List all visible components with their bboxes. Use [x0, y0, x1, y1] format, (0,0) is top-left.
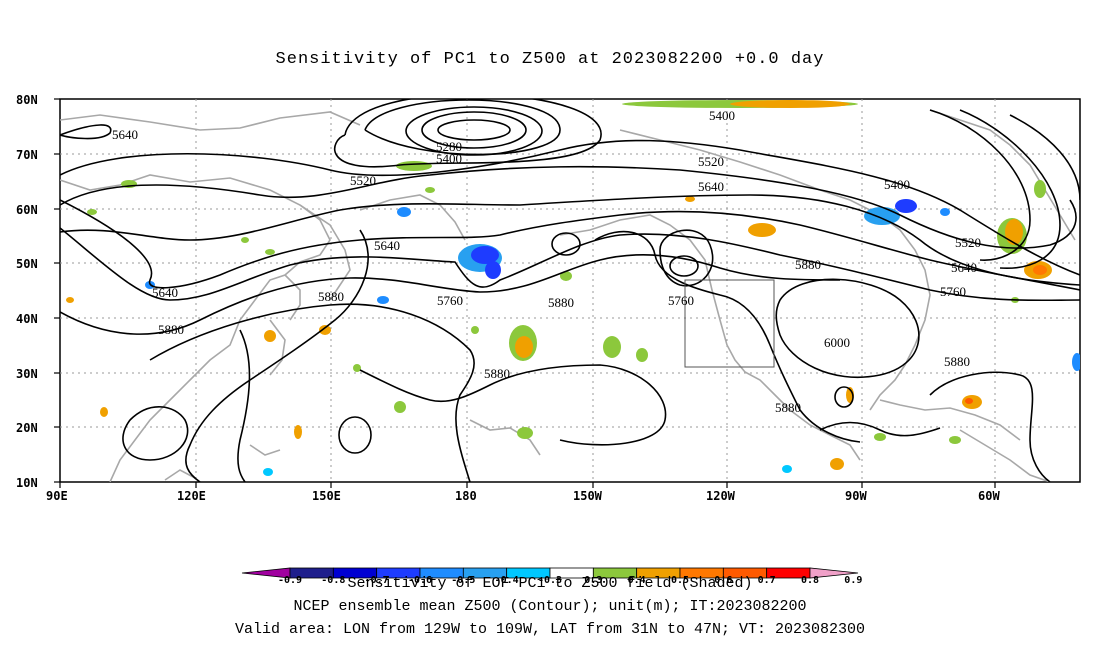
lat-label: 80N — [16, 93, 38, 107]
latitude-labels: 80N 70N 60N 50N 40N 30N 20N 10N — [16, 93, 38, 490]
colorbar-tick-label: 0.7 — [758, 575, 776, 586]
contour-label: 5880 — [484, 366, 510, 381]
contour-label: 5640 — [951, 260, 977, 275]
contour-label: 5760 — [437, 293, 463, 308]
contour-label: 5760 — [668, 293, 694, 308]
contour-label: 6000 — [824, 335, 850, 350]
colorbar-tick-label: -0.4 — [495, 575, 519, 586]
lon-label: 90W — [845, 489, 867, 503]
coastlines — [60, 109, 1076, 482]
contour-label: 5400 — [709, 108, 735, 123]
lat-label: 50N — [16, 257, 38, 271]
contour-labels: 5640 5280 5400 5400 5520 5520 5640 5400 … — [112, 108, 981, 415]
map-frame — [59, 98, 1081, 483]
contour-label: 5520 — [955, 235, 981, 250]
caption-line-3: Valid area: LON from 129W to 109W, LAT f… — [234, 621, 866, 638]
colorbar-tick-label: 0.6 — [714, 575, 732, 586]
contour-label: 5640 — [152, 285, 178, 300]
sensitivity-shading — [66, 100, 1080, 476]
colorbar-tick-label: -0.6 — [408, 575, 432, 586]
lat-label: 10N — [16, 476, 38, 490]
colorbar-tick-label: -0.8 — [321, 575, 345, 586]
contour-label: 5640 — [698, 179, 724, 194]
colorbar-tick-label: 0.5 — [671, 575, 689, 586]
colorbar-tick-label: -0.9 — [278, 575, 302, 586]
lat-label: 70N — [16, 148, 38, 162]
colorbar-tick-label: 0.9 — [844, 575, 862, 586]
z500-contours — [60, 99, 1080, 482]
contour-label: 5880 — [548, 295, 574, 310]
colorbar-tick-label: 0.4 — [628, 575, 646, 586]
contour-label: 5400 — [436, 151, 462, 166]
lon-label: 120W — [706, 489, 736, 503]
caption-line-2: NCEP ensemble mean Z500 (Contour); unit(… — [293, 598, 807, 615]
colorbar-tick-label: -0.5 — [451, 575, 475, 586]
contour-label: 5880 — [944, 354, 970, 369]
contour-label: 5880 — [775, 400, 801, 415]
contour-label: 5760 — [940, 284, 966, 299]
lat-label: 60N — [16, 203, 38, 217]
lat-label: 20N — [16, 421, 38, 435]
lon-label: 150W — [573, 489, 603, 503]
axis-ticks — [54, 98, 996, 488]
map-gridlines — [60, 99, 1080, 482]
contour-label: 5520 — [698, 154, 724, 169]
lon-label: 60W — [978, 489, 1000, 503]
longitude-labels: 90E 120E 150E 180 150W 120W 90W 60W — [46, 489, 1000, 503]
colorbar: -0.9 -0.8 -0.7 -0.6 -0.5 -0.4 -0.3 0.3 0.4 0.5 0.6… — [241, 567, 862, 586]
colorbar-tick-label: -0.3 — [538, 575, 562, 586]
lon-label: 120E — [177, 489, 206, 503]
contour-label: 5520 — [350, 173, 376, 188]
caption-line-1: Sensitivity of EOF PC1 to Z500 field (Sh… — [347, 575, 753, 592]
valid-area-box — [684, 279, 775, 368]
contour-label: 5640 — [112, 127, 138, 142]
contour-label: 5880 — [795, 257, 821, 272]
map-title: Sensitivity of PC1 to Z500 at 2023082200… — [275, 50, 825, 69]
colorbar-tick-label: -0.7 — [365, 575, 389, 586]
lon-label: 90E — [46, 489, 68, 503]
lon-label: 150E — [312, 489, 341, 503]
contour-label: 5880 — [318, 289, 344, 304]
contour-label: 5880 — [158, 322, 184, 337]
colorbar-tick-label: 0.3 — [584, 575, 602, 586]
contour-label: 5640 — [374, 238, 400, 253]
lat-label: 40N — [16, 312, 38, 326]
colorbar-tick-label: 0.8 — [801, 575, 819, 586]
contour-label: 5280 — [436, 139, 462, 154]
colorbar-segment — [809, 567, 859, 579]
lon-label: 180 — [455, 489, 477, 503]
contour-label: 5400 — [884, 177, 910, 192]
lat-label: 30N — [16, 367, 38, 381]
